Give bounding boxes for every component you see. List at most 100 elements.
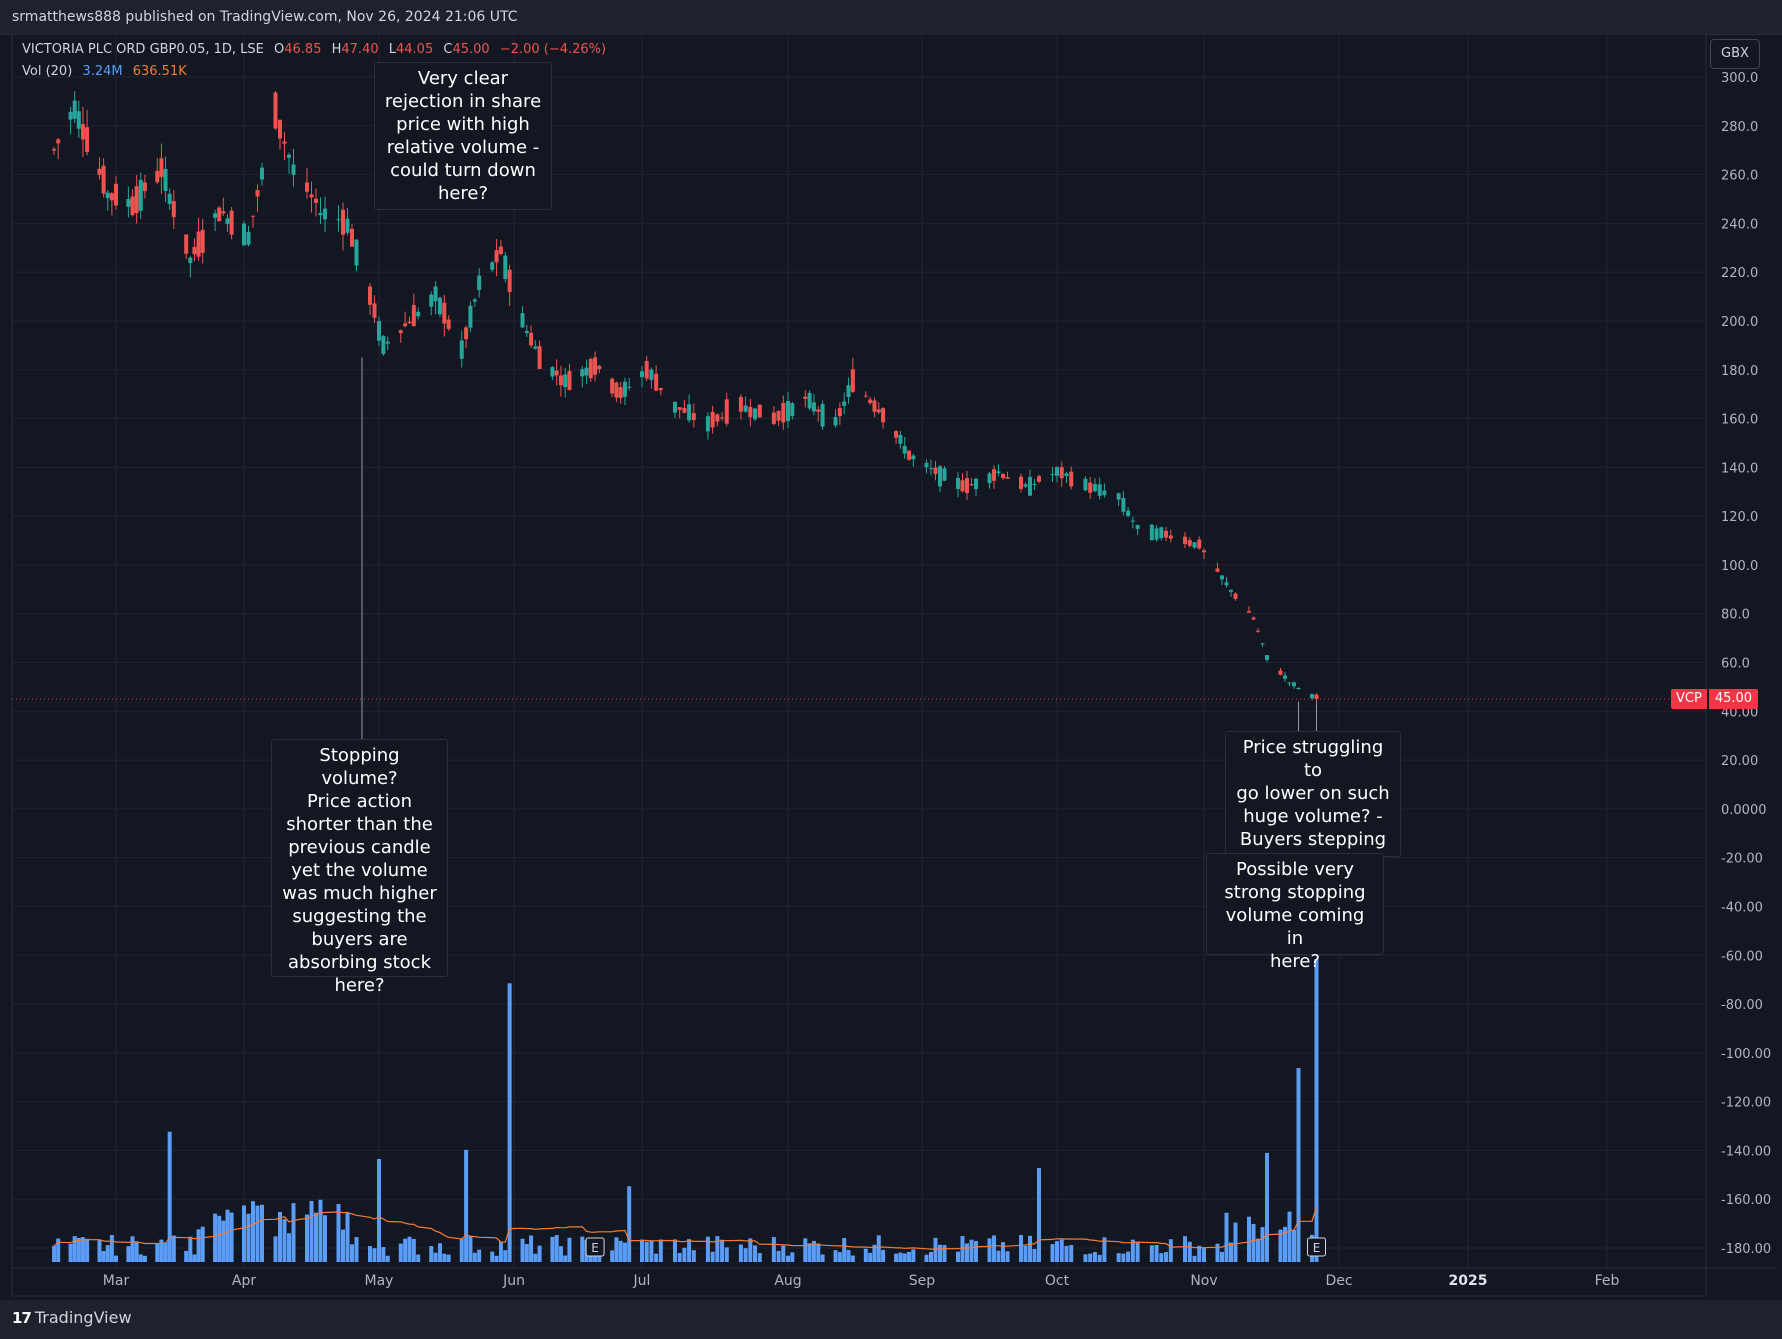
- candle-body: [554, 370, 559, 376]
- y-tick-label: -120.00: [1721, 1096, 1771, 1111]
- volume-bar: [911, 1249, 916, 1262]
- volume-bar: [554, 1235, 559, 1262]
- candle-body: [1059, 467, 1064, 479]
- candle-body: [771, 412, 776, 424]
- volume-bar: [1260, 1227, 1265, 1262]
- volume-bar: [807, 1243, 812, 1262]
- volume-bar: [803, 1238, 808, 1262]
- volume-bar: [682, 1247, 687, 1262]
- price-chart[interactable]: E E 300.0 280.0 260.0 240.0 220.0 200.0 180.0 16…: [0, 34, 1782, 1300]
- volume-bar: [1092, 1252, 1097, 1262]
- candle-body: [368, 286, 372, 305]
- candle-body: [1287, 682, 1292, 684]
- candle-body: [278, 119, 282, 139]
- candle-body: [820, 403, 825, 427]
- candle-body: [938, 466, 942, 487]
- volume-bar: [1265, 1152, 1269, 1262]
- ohlc-change: −2.00 (−4.26%): [499, 42, 607, 57]
- candle-body: [291, 164, 296, 175]
- candle-body: [588, 358, 593, 379]
- volume-bar: [1278, 1229, 1283, 1262]
- candle-body: [464, 327, 469, 340]
- candle-body: [1187, 540, 1192, 546]
- candle-body: [72, 100, 77, 119]
- candle-body: [776, 411, 781, 421]
- candle-body: [567, 370, 572, 390]
- candle-body: [1092, 484, 1097, 492]
- candle-body: [1247, 611, 1251, 613]
- candle-body: [563, 374, 568, 388]
- volume-bar: [381, 1247, 386, 1262]
- volume-bar: [816, 1243, 821, 1262]
- currency-button[interactable]: GBX: [1710, 39, 1760, 69]
- candle-body: [442, 302, 447, 324]
- volume-bar: [938, 1244, 942, 1262]
- candle-body: [1183, 536, 1188, 545]
- volume-bar: [677, 1253, 682, 1262]
- volume-bar: [372, 1248, 377, 1262]
- volume-bar: [437, 1243, 442, 1262]
- volume-bar: [171, 1235, 176, 1262]
- volume-bar: [738, 1244, 743, 1262]
- candle-body: [1233, 593, 1238, 599]
- publish-bar: srmatthews888 published on TradingView.c…: [0, 0, 1782, 35]
- candle-body: [385, 341, 390, 344]
- candle-body: [507, 269, 512, 293]
- volume-bar: [416, 1254, 421, 1262]
- annotation-price-struggling[interactable]: Price struggling to go lower on such hug…: [1225, 731, 1401, 873]
- candle-body: [974, 478, 978, 490]
- y-tick-label: 20.00: [1721, 754, 1758, 769]
- candle-body: [498, 246, 503, 255]
- candle-body: [341, 209, 345, 235]
- candle-body: [323, 208, 327, 220]
- candle-body: [558, 375, 563, 386]
- volume-bar: [929, 1251, 933, 1262]
- candle-body: [130, 196, 135, 216]
- candle-body: [1069, 471, 1074, 487]
- volume-bar: [1164, 1252, 1169, 1262]
- candle-body: [305, 182, 309, 192]
- annotation-possible-stopping[interactable]: Possible very strong stopping volume com…: [1206, 853, 1384, 972]
- candle-body: [1149, 524, 1154, 541]
- volume-bar: [781, 1245, 786, 1262]
- volume-bar: [494, 1255, 499, 1262]
- candle-body: [1088, 482, 1093, 493]
- volume-bar: [192, 1254, 197, 1262]
- ohlc-close: C45.00: [443, 42, 489, 57]
- volume-bar: [56, 1238, 61, 1262]
- volume-bar: [654, 1253, 659, 1262]
- volume-bar: [114, 1255, 118, 1262]
- volume-bar: [996, 1250, 1001, 1262]
- x-tick-label: Nov: [1190, 1273, 1217, 1289]
- candle-body: [614, 382, 619, 398]
- candle-body: [142, 182, 147, 192]
- volume-bar: [776, 1250, 781, 1262]
- volume-bar: [278, 1211, 282, 1262]
- volume-bar: [614, 1237, 619, 1262]
- candle-body: [781, 402, 786, 423]
- volume-bar: [1229, 1242, 1233, 1262]
- candle-body: [627, 386, 632, 388]
- candle-body: [610, 378, 615, 394]
- last-price-tag: VCP 45.00: [1671, 689, 1759, 709]
- candle-body: [786, 401, 790, 422]
- volume-bar: [868, 1252, 873, 1262]
- tradingview-logo[interactable]: 17 TradingView: [12, 1308, 132, 1327]
- x-tick-label: 2025: [1449, 1273, 1488, 1289]
- candle-body: [1028, 476, 1032, 496]
- volume-bar: [498, 1241, 503, 1262]
- y-tick-label: 280.0: [1721, 120, 1758, 135]
- candle-body: [1064, 473, 1069, 477]
- volume-bar: [345, 1212, 350, 1262]
- candle-body: [282, 141, 287, 144]
- candle-body: [640, 371, 644, 378]
- annotation-stopping-volume[interactable]: Stopping volume? Price action shorter th…: [271, 739, 448, 996]
- candle-body: [956, 477, 960, 490]
- annotation-rejection[interactable]: Very clear rejection in share price with…: [374, 62, 552, 210]
- candle-body: [200, 229, 205, 253]
- volume-bar: [229, 1212, 234, 1262]
- candle-body: [196, 231, 201, 257]
- candle-body: [163, 169, 168, 191]
- volume-bar: [314, 1212, 318, 1262]
- y-tick-label: 40.00: [1721, 705, 1758, 720]
